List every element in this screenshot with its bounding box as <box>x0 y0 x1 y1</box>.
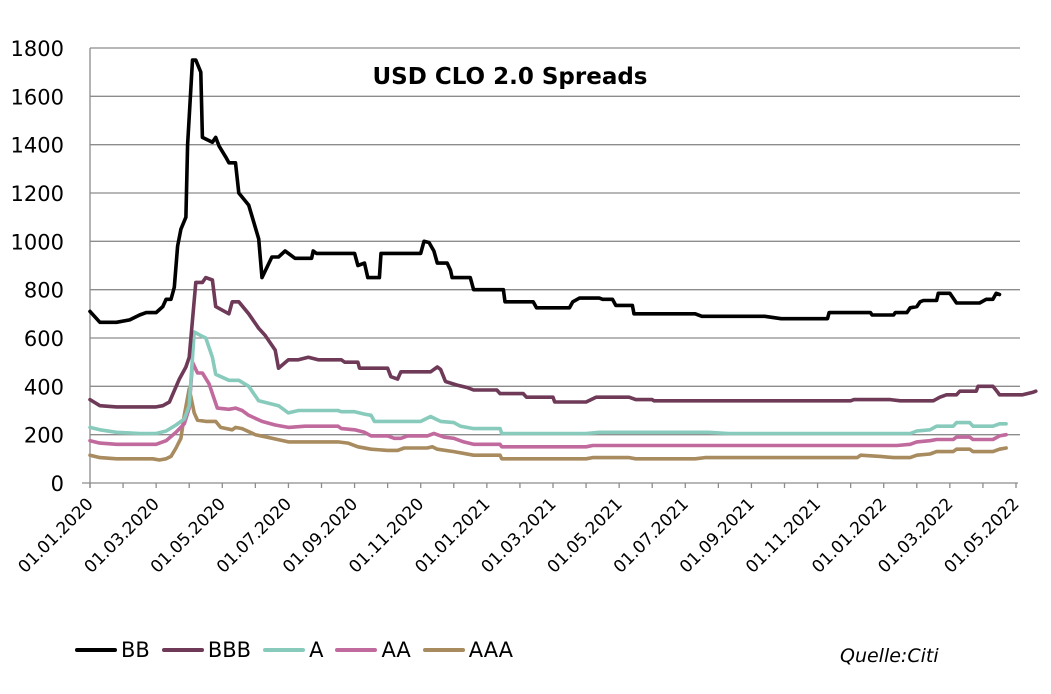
y-tick-label: 1400 <box>11 134 64 158</box>
legend-item-aaa: AAA <box>422 638 514 662</box>
series-line-bb <box>88 58 1002 325</box>
legend-label: BBB <box>207 638 252 662</box>
legend-swatch <box>161 648 204 652</box>
legend-label: A <box>309 638 324 662</box>
y-tick-label: 600 <box>24 327 64 351</box>
chart-title: USD CLO 2.0 Spreads <box>372 64 647 90</box>
legend-item-bb: BB <box>75 638 150 662</box>
legend-item-aa: AA <box>335 638 411 662</box>
legend-label: AA <box>381 638 411 662</box>
legend: BB BBB A AA AAA <box>75 638 525 662</box>
y-tick-label: 1800 <box>11 37 64 61</box>
gridlines <box>90 47 1020 436</box>
y-tick-label: 1000 <box>11 230 64 254</box>
legend-swatch <box>263 648 306 652</box>
y-tick-label: 800 <box>24 279 64 303</box>
legend-item-a: A <box>263 638 323 662</box>
y-tick-label: 200 <box>24 424 64 448</box>
series-line-bbb <box>88 275 1038 409</box>
y-tick-label: 0 <box>51 472 64 496</box>
legend-swatch <box>335 648 378 652</box>
y-tick-label: 1600 <box>11 85 64 109</box>
series-line-a <box>88 330 1008 436</box>
legend-swatch <box>422 648 465 652</box>
legend-item-bbb: BBB <box>161 638 252 662</box>
legend-label: AAA <box>468 638 514 662</box>
series-lines <box>88 58 1038 462</box>
source-note: Quelle:Citi <box>840 645 939 667</box>
y-tick-label: 400 <box>24 375 64 399</box>
y-tick-label: 1200 <box>11 182 64 206</box>
legend-label: BB <box>121 638 150 662</box>
y-axis: 0 200 400 600 800 1000 1200 1400 1600 1800 <box>11 37 64 496</box>
legend-swatch <box>75 648 117 652</box>
